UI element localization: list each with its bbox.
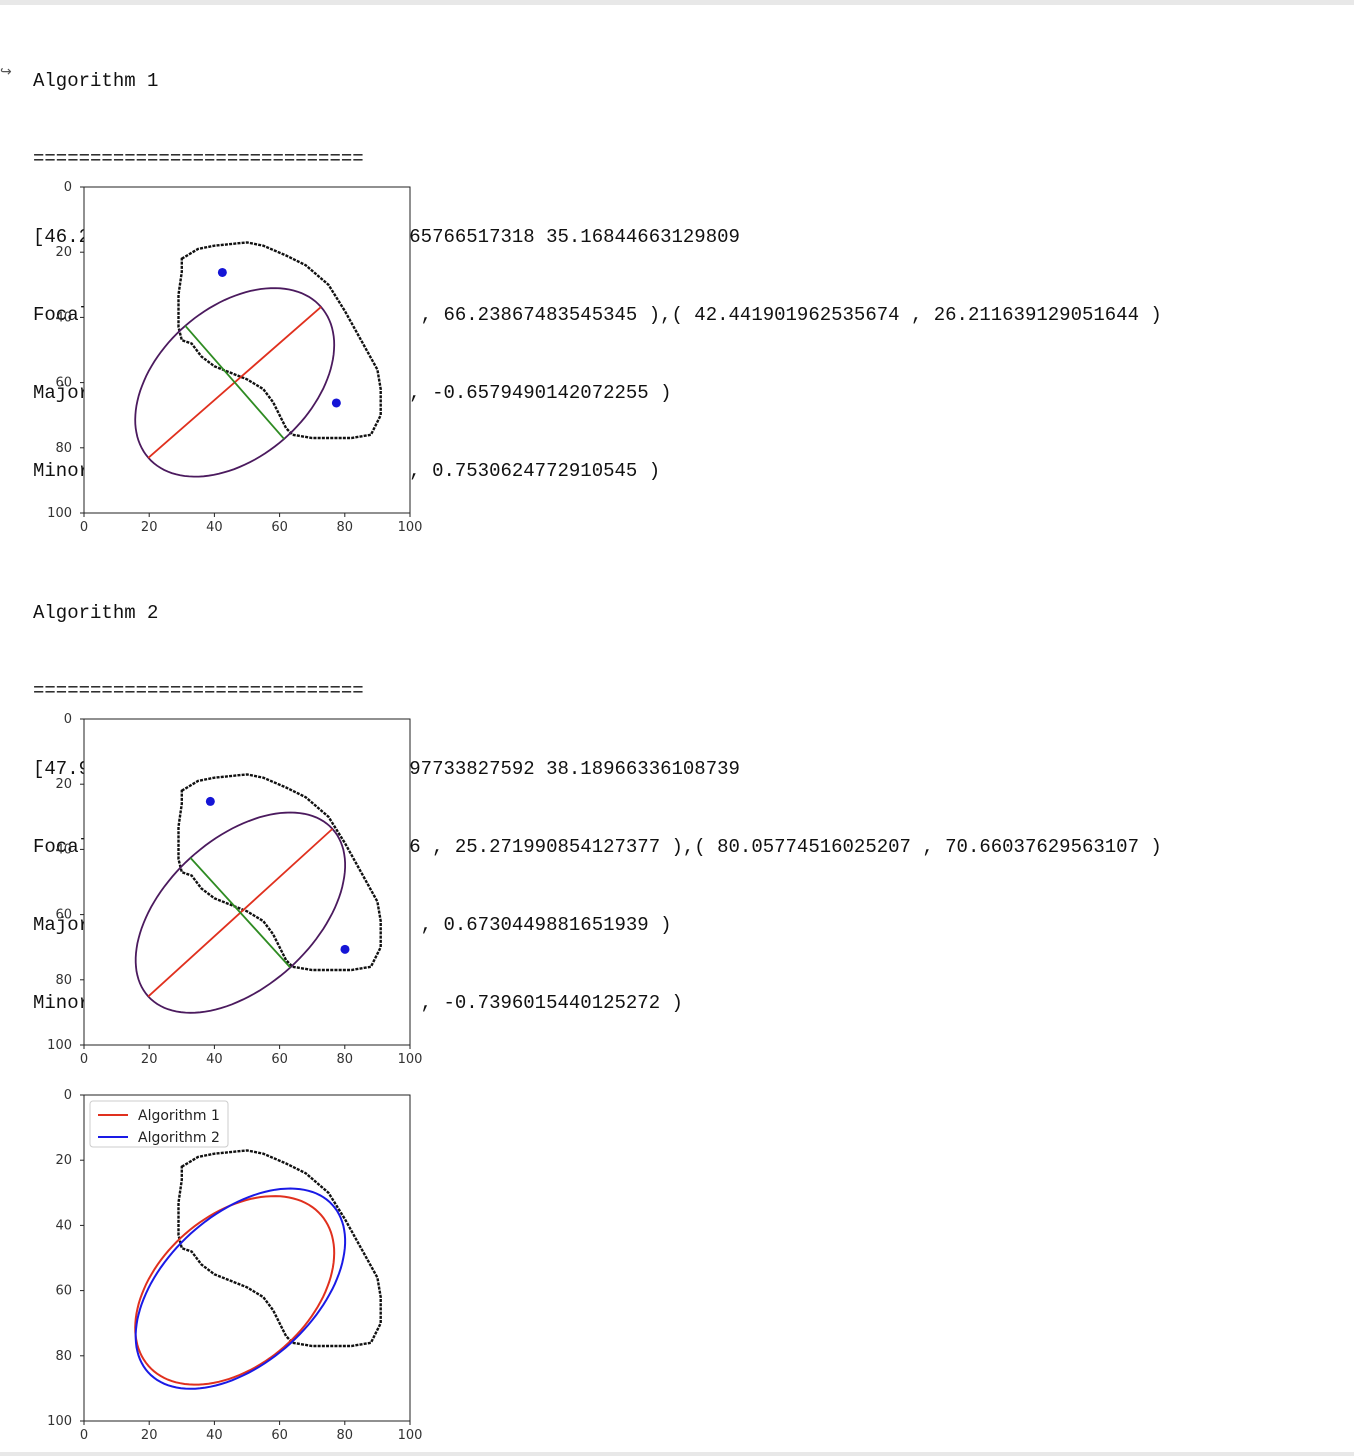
algorithm-title: Algorithm 1 xyxy=(33,70,159,92)
y-tick-label: 0 xyxy=(64,712,72,727)
plot-frame xyxy=(83,718,411,1046)
x-tick-label: 100 xyxy=(398,1052,423,1067)
x-tick-label: 60 xyxy=(271,520,288,535)
x-tick-label: 40 xyxy=(206,1052,223,1067)
x-tick-label: 40 xyxy=(206,520,223,535)
y-tick-label: 80 xyxy=(55,1349,72,1364)
x-tick-label: 20 xyxy=(141,520,158,535)
x-tick-label: 100 xyxy=(398,520,423,535)
x-tick-label: 40 xyxy=(206,1428,223,1443)
chart-algorithm-1: 0 20 40 60 80 100 0 20 40 60 80 100 xyxy=(47,180,423,535)
x-tick-label: 0 xyxy=(80,520,88,535)
focal-point xyxy=(205,796,215,806)
contour-image xyxy=(177,773,382,972)
legend-label: Algorithm 1 xyxy=(138,1108,220,1124)
x-tick-label: 60 xyxy=(271,1052,288,1067)
x-tick-label: 80 xyxy=(337,1428,354,1443)
plot-comparison: 0 20 40 60 80 100 0 20 40 60 80 100 Algorithm 1 Algor… xyxy=(38,1084,438,1450)
legend-label: Algorithm 2 xyxy=(138,1130,220,1146)
x-tick-label: 80 xyxy=(337,1052,354,1067)
y-tick-label: 80 xyxy=(55,973,72,988)
minor-axis-line xyxy=(189,857,291,969)
plot-algorithm-2: 0 20 40 60 80 100 0 20 40 60 80 100 xyxy=(38,708,438,1078)
focal-point xyxy=(340,944,350,954)
cell-top-border xyxy=(0,0,1354,5)
series-ellipse xyxy=(134,1187,347,1390)
legend-box xyxy=(89,1100,229,1148)
y-tick-label: 20 xyxy=(55,1153,72,1168)
cell-bottom-border xyxy=(0,1452,1354,1456)
contour-image xyxy=(177,1149,382,1348)
y-tick-label: 100 xyxy=(47,506,72,521)
separator-line: ============================= xyxy=(33,680,364,702)
algorithm-title: Algorithm 2 xyxy=(33,602,159,624)
y-tick-label: 80 xyxy=(55,441,72,456)
y-tick-label: 0 xyxy=(64,1088,72,1103)
x-tick-label: 60 xyxy=(271,1428,288,1443)
y-tick-label: 40 xyxy=(55,310,72,325)
y-tick-label: 60 xyxy=(55,1284,72,1299)
y-tick-label: 20 xyxy=(55,777,72,792)
y-tick-label: 100 xyxy=(47,1414,72,1429)
focal-point xyxy=(217,267,227,277)
y-tick-label: 60 xyxy=(55,908,72,923)
output-arrow-icon[interactable]: ↪ xyxy=(0,64,12,80)
x-tick-label: 80 xyxy=(337,520,354,535)
chart-algorithm-2: 0 20 40 60 80 100 0 20 40 60 80 100 xyxy=(47,712,423,1067)
x-tick-label: 0 xyxy=(80,1428,88,1443)
y-tick-label: 40 xyxy=(55,842,72,857)
minor-axis-line xyxy=(184,325,285,440)
x-tick-label: 0 xyxy=(80,1052,88,1067)
x-tick-label: 20 xyxy=(141,1052,158,1067)
contour-image xyxy=(177,241,382,440)
focal-point xyxy=(331,398,341,408)
chart-comparison: 0 20 40 60 80 100 0 20 40 60 80 100 Algorithm 1 Algor… xyxy=(47,1088,423,1443)
plot-algorithm-1: 0 20 40 60 80 100 0 20 40 60 80 100 xyxy=(38,176,438,546)
y-tick-label: 60 xyxy=(55,376,72,391)
y-tick-label: 0 xyxy=(64,180,72,195)
y-tick-label: 100 xyxy=(47,1038,72,1053)
y-tick-label: 40 xyxy=(55,1218,72,1233)
y-tick-label: 20 xyxy=(55,245,72,260)
separator-line: ============================= xyxy=(33,148,364,170)
x-tick-label: 100 xyxy=(398,1428,423,1443)
x-tick-label: 20 xyxy=(141,1428,158,1443)
